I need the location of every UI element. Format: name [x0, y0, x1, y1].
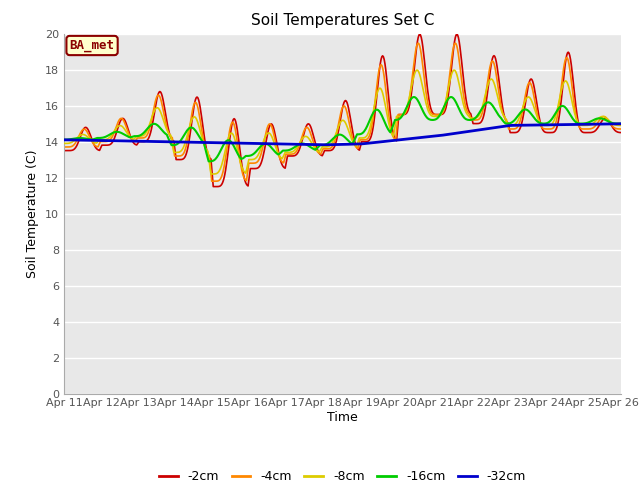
Title: Soil Temperatures Set C: Soil Temperatures Set C — [251, 13, 434, 28]
Y-axis label: Soil Temperature (C): Soil Temperature (C) — [26, 149, 40, 278]
Text: BA_met: BA_met — [70, 39, 115, 52]
X-axis label: Time: Time — [327, 411, 358, 424]
Legend: -2cm, -4cm, -8cm, -16cm, -32cm: -2cm, -4cm, -8cm, -16cm, -32cm — [154, 465, 531, 480]
